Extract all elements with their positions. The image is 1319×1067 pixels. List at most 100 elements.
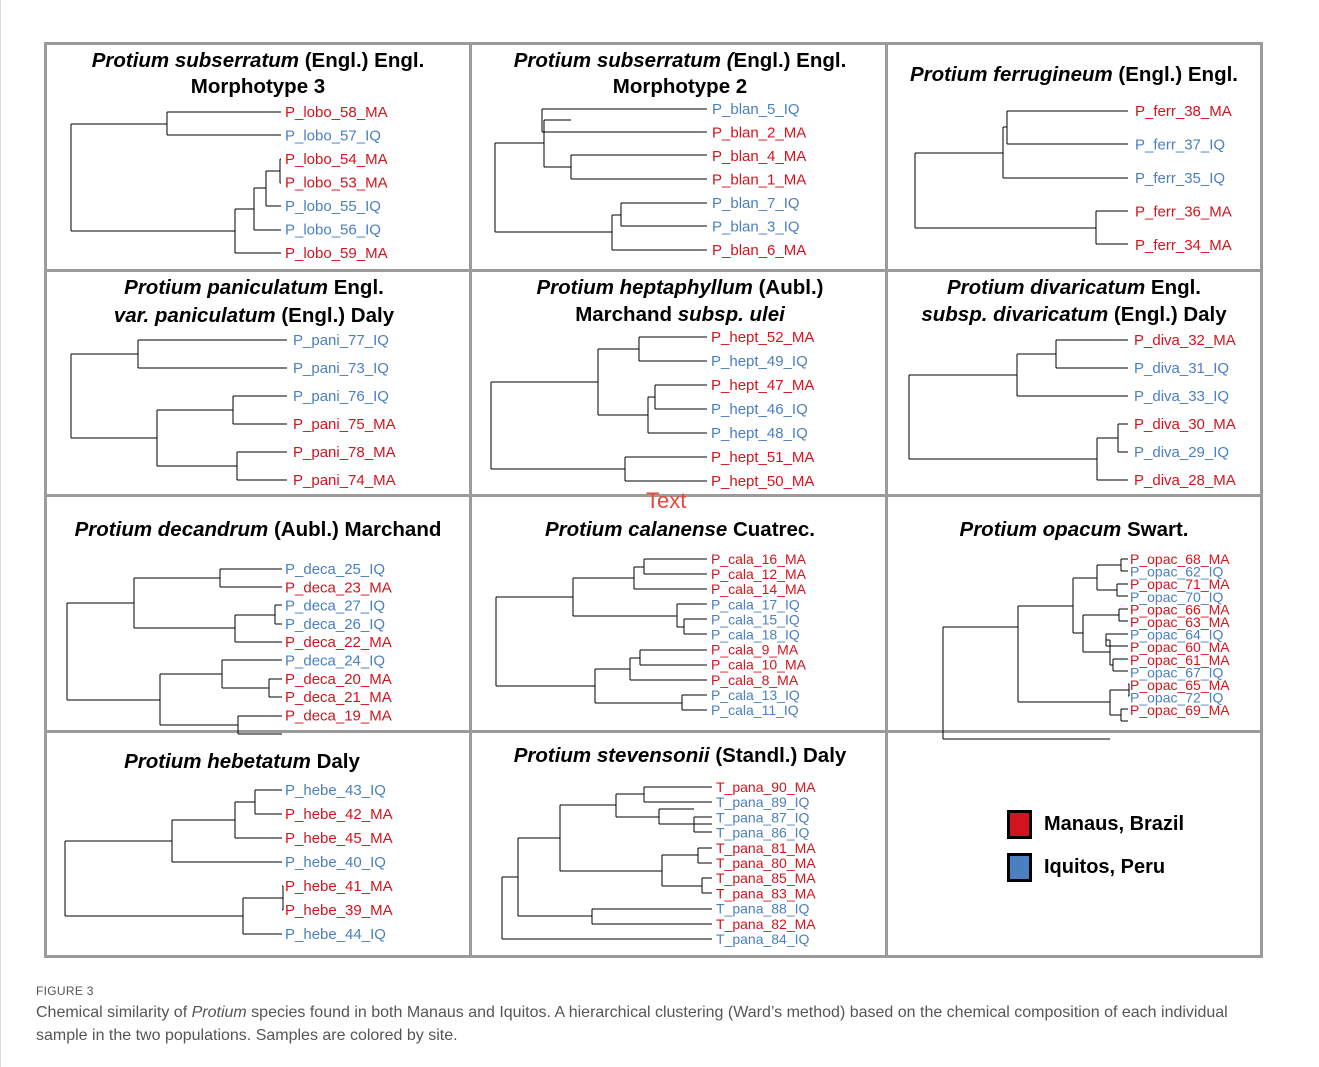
leaf-label: P_cala_9_MA (711, 642, 799, 658)
leaf-label: P_hebe_45_MA (285, 830, 393, 847)
leaf-label: P_opac_64_IQ (1130, 627, 1224, 643)
legend-item-manaus: Manaus, Brazil (1007, 810, 1184, 839)
panel-title: Protium heptaphyllum (Aubl.) (537, 276, 824, 299)
legend-swatch (1007, 810, 1032, 839)
page-left-rule (0, 0, 1, 1067)
dendrogram-branches (914, 110, 1128, 245)
panel-divaricatum: Protium divaricatum Engl. subsp. divaric… (908, 276, 1236, 489)
leaf-label: P_opac_61_MA (1130, 652, 1230, 668)
leaf-label: P_hept_50_MA (711, 473, 814, 490)
panel-paniculatum: Protium paniculatum Engl. var. paniculat… (70, 276, 396, 489)
leaf-label: P_cala_16_MA (711, 551, 807, 567)
leaf-label: P_opac_62_IQ (1130, 564, 1224, 580)
leaf-label: P_deca_21_MA (285, 689, 392, 706)
leaf-label: P_blan_2_MA (712, 125, 806, 142)
panel-calanense: Protium calanense Cuatrec. P_cala_16_MAP… (495, 518, 815, 718)
leaf-label: P_pani_73_IQ (293, 360, 389, 377)
leaf-label: P_ferr_36_MA (1135, 204, 1232, 221)
dendrogram-branches (64, 789, 284, 935)
leaf-label: P_ferr_35_IQ (1135, 170, 1225, 187)
leaf-label: T_pana_80_MA (716, 855, 816, 871)
leaf-label: P_lobo_59_MA (285, 245, 388, 262)
leaf-label: P_ferr_37_IQ (1135, 137, 1225, 154)
leaf-label: P_opac_66_MA (1130, 601, 1230, 617)
panel-subtitle: var. paniculatum (Engl.) Daly (114, 304, 395, 327)
leaf-label: P_hebe_43_IQ (285, 782, 386, 799)
dendrogram-branches (908, 339, 1128, 481)
panel-title: Protium paniculatum Engl. (124, 276, 384, 299)
panel-title: Protium decandrum (Aubl.) Marchand (75, 518, 442, 541)
leaf-label: T_pana_82_MA (716, 916, 816, 932)
leaf-label: T_pana_90_MA (716, 779, 816, 795)
grid-divider (47, 269, 1260, 272)
leaf-label: P_opac_72_IQ (1130, 690, 1224, 706)
leaf-label: P_hebe_40_IQ (285, 854, 386, 871)
panel-title: Protium opacum Swart. (960, 518, 1189, 541)
leaf-label: P_lobo_57_IQ (285, 128, 381, 145)
leaf-label: P_deca_25_IQ (285, 561, 385, 578)
leaf-label: P_cala_15_IQ (711, 611, 800, 627)
leaf-label: P_opac_63_MA (1130, 614, 1230, 630)
leaf-label: P_diva_28_MA (1134, 472, 1236, 489)
leaf-label: T_pana_85_MA (716, 870, 816, 886)
figure-label: FIGURE 3 (36, 984, 94, 998)
leaf-label: P_opac_70_IQ (1130, 589, 1224, 605)
leaf-label: P_hept_48_IQ (711, 425, 808, 442)
dendrogram-branches (495, 558, 707, 711)
leaf-label: P_lobo_55_IQ (285, 198, 381, 215)
leaf-label: P_diva_30_MA (1134, 416, 1236, 433)
leaf-label: P_blan_1_MA (712, 172, 806, 189)
leaf-label: T_pana_84_IQ (716, 931, 810, 947)
leaf-label: P_ferr_38_MA (1135, 103, 1232, 120)
leaf-label: P_blan_4_MA (712, 148, 806, 165)
leaf-label: P_opac_69_MA (1130, 702, 1230, 718)
leaf-label: P_opac_65_MA (1130, 677, 1230, 693)
leaf-label: P_blan_6_MA (712, 242, 806, 259)
dendrogram-branches (494, 108, 707, 251)
panel-subtitle: Morphotype 2 (613, 75, 747, 98)
panel-stevensonii: Protium stevensonii (Standl.) Daly T_pan… (501, 744, 847, 947)
leaf-label: T_pana_86_IQ (716, 825, 810, 841)
dendrogram-branches (490, 336, 707, 482)
leaf-label: P_pani_76_IQ (293, 388, 389, 405)
leaf-label: T_pana_87_IQ (716, 809, 810, 825)
dendrogram-branches (66, 568, 282, 735)
leaf-label: P_pani_75_MA (293, 416, 396, 433)
leaf-label: P_opac_60_MA (1130, 639, 1230, 655)
leaf-label: P_hept_51_MA (711, 449, 814, 466)
panel-title: Protium divaricatum Engl. (947, 276, 1201, 299)
grid-divider (47, 494, 1260, 497)
leaf-label: P_deca_24_IQ (285, 653, 385, 670)
leaf-label: P_hebe_39_MA (285, 902, 393, 919)
leaf-label: P_blan_7_IQ (712, 195, 800, 212)
figure-caption: Chemical similarity of Protium species f… (36, 1004, 1228, 1044)
figure-panel-grid: Protium subserratum (Engl.) Engl. Morpho… (44, 42, 1263, 958)
dendrogram-branches (501, 786, 712, 940)
panel-subtitle: Morphotype 3 (191, 75, 325, 98)
leaf-label: P_pani_77_IQ (293, 332, 389, 349)
leaf-label: T_pana_81_MA (716, 840, 816, 856)
panel-heptaphyllum: Protium heptaphyllum (Aubl.) Marchand su… (490, 276, 824, 490)
leaf-label: P_deca_26_IQ (285, 616, 385, 633)
leaf-label: P_cala_11_IQ (711, 702, 799, 718)
panel-title: Protium ferrugineum (Engl.) Engl. (910, 63, 1238, 86)
leaf-label: P_hebe_42_MA (285, 806, 393, 823)
leaf-label: P_hept_47_MA (711, 377, 814, 394)
leaf-label: P_hebe_41_MA (285, 878, 393, 895)
leaf-label: P_hept_49_IQ (711, 353, 808, 370)
panel-title: Protium hebetatum Daly (124, 750, 360, 773)
panel-subtitle: subsp. divaricatum (Engl.) Daly (921, 303, 1227, 326)
panel-opacum: Protium opacum Swart. P_opac_68_MAP_opac… (942, 518, 1230, 740)
leaf-label: P_deca_27_IQ (285, 598, 385, 615)
leaf-label: P_hept_46_IQ (711, 401, 808, 418)
panel-hebetatum: Protium hebetatum Daly P_hebe_43_IQ P_heb… (64, 750, 393, 943)
leaf-label: P_cala_17_IQ (711, 596, 800, 612)
leaf-label: P_lobo_53_MA (285, 175, 388, 192)
leaf-label: P_lobo_58_MA (285, 104, 388, 121)
legend-label: Manaus, Brazil (1044, 813, 1185, 835)
leaf-label: P_diva_29_IQ (1134, 444, 1229, 461)
dendrogram-canvas: Protium subserratum (Engl.) Engl. Morpho… (64, 49, 1238, 947)
leaf-label: P_opac_68_MA (1130, 551, 1230, 567)
leaf-label: T_pana_88_IQ (716, 901, 810, 917)
legend-label: Iquitos, Peru (1044, 856, 1166, 878)
